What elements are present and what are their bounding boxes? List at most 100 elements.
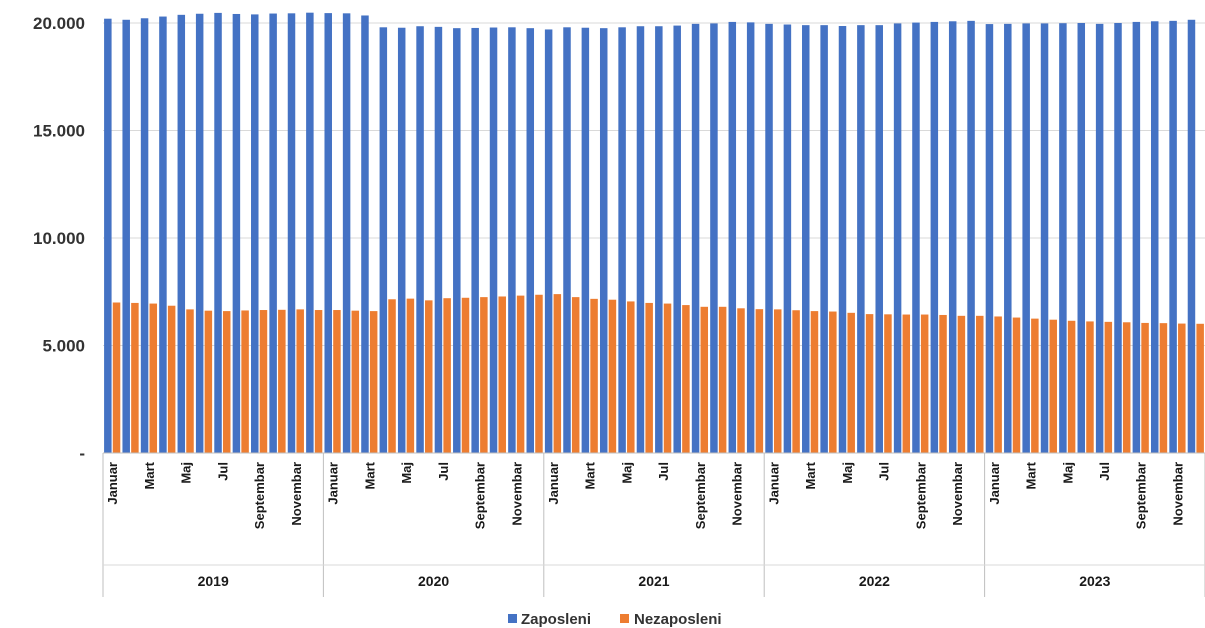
bar-nezaposleni xyxy=(792,310,800,453)
bar-nezaposleni xyxy=(498,296,506,453)
bar-zaposleni xyxy=(618,27,626,453)
x-tick-label: Mart xyxy=(1024,461,1039,489)
bar-nezaposleni xyxy=(756,309,764,453)
bar-zaposleni xyxy=(655,26,663,453)
legend: Zaposleni Nezaposleni xyxy=(508,611,722,628)
x-tick-label: Januar xyxy=(105,462,120,505)
x-tick-label: Januar xyxy=(546,462,561,505)
x-tick-label: Jul xyxy=(215,462,230,481)
bar-zaposleni xyxy=(178,15,186,453)
bar-zaposleni xyxy=(288,13,296,453)
bar-nezaposleni xyxy=(1031,319,1039,453)
bar-nezaposleni xyxy=(572,297,580,453)
bar-nezaposleni xyxy=(1068,321,1076,453)
legend-item: Zaposleni xyxy=(508,611,591,628)
bar-nezaposleni xyxy=(774,309,782,453)
bar-nezaposleni xyxy=(1105,322,1113,453)
bar-nezaposleni xyxy=(866,314,874,453)
x-tick-label: Maj xyxy=(1060,462,1075,484)
bar-nezaposleni xyxy=(829,312,837,453)
bar-nezaposleni xyxy=(425,300,433,453)
bar-nezaposleni xyxy=(131,303,139,453)
bar-nezaposleni xyxy=(150,304,158,453)
bar-nezaposleni xyxy=(407,299,415,453)
year-label: 2022 xyxy=(859,573,890,589)
x-tick-label: Septembar xyxy=(1134,462,1149,529)
bar-nezaposleni xyxy=(1123,322,1131,453)
bar-nezaposleni xyxy=(847,313,855,453)
legend-label: Nezaposleni xyxy=(634,611,722,628)
bar-zaposleni xyxy=(159,17,167,453)
bar-zaposleni xyxy=(416,26,424,453)
bar-zaposleni xyxy=(600,28,608,453)
bar-nezaposleni xyxy=(701,307,709,453)
bar-nezaposleni xyxy=(903,315,911,453)
x-tick-label: Jul xyxy=(877,462,892,481)
bar-zaposleni xyxy=(802,25,810,453)
bar-zaposleni xyxy=(141,18,149,453)
bar-nezaposleni xyxy=(994,316,1002,453)
bar-nezaposleni xyxy=(1086,321,1094,453)
x-axis: Januar Mart Maj Jul Septembar Novembar 2019 Jan… xyxy=(103,453,1205,597)
legend-label: Zaposleni xyxy=(521,611,591,628)
bar-zaposleni xyxy=(1078,23,1086,453)
x-tick-label: Mart xyxy=(803,461,818,489)
bar-nezaposleni xyxy=(976,316,984,453)
bar-nezaposleni xyxy=(939,315,947,453)
x-tick-label: Septembar xyxy=(473,462,488,529)
x-tick-label: Januar xyxy=(766,462,781,505)
legend-swatch xyxy=(620,614,629,623)
bar-nezaposleni xyxy=(645,303,653,453)
bar-nezaposleni xyxy=(260,310,268,453)
bar-zaposleni xyxy=(1169,21,1177,453)
gridlines xyxy=(103,23,1205,453)
bar-nezaposleni xyxy=(388,299,396,453)
bar-zaposleni xyxy=(875,25,883,453)
bar-zaposleni xyxy=(122,20,130,453)
x-tick-label: Jul xyxy=(656,462,671,481)
bar-zaposleni xyxy=(508,27,516,453)
x-tick-label: Januar xyxy=(987,462,1002,505)
bar-zaposleni xyxy=(104,19,112,453)
bar-zaposleni xyxy=(196,14,204,453)
year-label: 2019 xyxy=(198,573,229,589)
bar-nezaposleni xyxy=(884,314,892,453)
bar-zaposleni xyxy=(453,28,461,453)
bar-zaposleni xyxy=(527,28,535,453)
bar-zaposleni xyxy=(912,23,920,453)
x-tick-label: Septembar xyxy=(252,462,267,529)
bar-zaposleni xyxy=(306,13,314,453)
bar-zaposleni xyxy=(1188,20,1196,453)
x-tick-label: Januar xyxy=(326,462,341,505)
bar-nezaposleni xyxy=(1178,324,1186,453)
bar-nezaposleni xyxy=(1141,323,1149,453)
bar-zaposleni xyxy=(820,25,828,453)
bar-zaposleni xyxy=(839,26,847,453)
year-label: 2023 xyxy=(1079,573,1110,589)
bar-zaposleni xyxy=(582,28,590,453)
bar-zaposleni xyxy=(361,15,369,453)
year-label: 2021 xyxy=(638,573,669,589)
y-tick-label: 5.000 xyxy=(42,337,85,356)
bar-nezaposleni xyxy=(278,310,286,453)
bar-nezaposleni xyxy=(296,309,304,453)
y-tick-label: 20.000 xyxy=(33,14,85,33)
x-tick-label: Novembar xyxy=(730,462,745,526)
x-tick-label: Novembar xyxy=(1170,462,1185,526)
x-tick-label: Mart xyxy=(362,461,377,489)
bar-zaposleni xyxy=(637,26,645,453)
bar-nezaposleni xyxy=(223,311,231,453)
bar-nezaposleni xyxy=(627,301,635,453)
x-tick-label: Maj xyxy=(619,462,634,484)
bar-zaposleni xyxy=(398,28,406,453)
bar-nezaposleni xyxy=(241,310,249,453)
bar-zaposleni xyxy=(729,22,737,453)
bar-zaposleni xyxy=(710,23,718,453)
y-tick-label: 10.000 xyxy=(33,229,85,248)
bar-nezaposleni xyxy=(315,310,323,453)
year-label: 2020 xyxy=(418,573,449,589)
bar-zaposleni xyxy=(435,27,443,453)
bar-nezaposleni xyxy=(333,310,341,453)
y-axis: -5.00010.00015.00020.000 xyxy=(33,14,85,463)
